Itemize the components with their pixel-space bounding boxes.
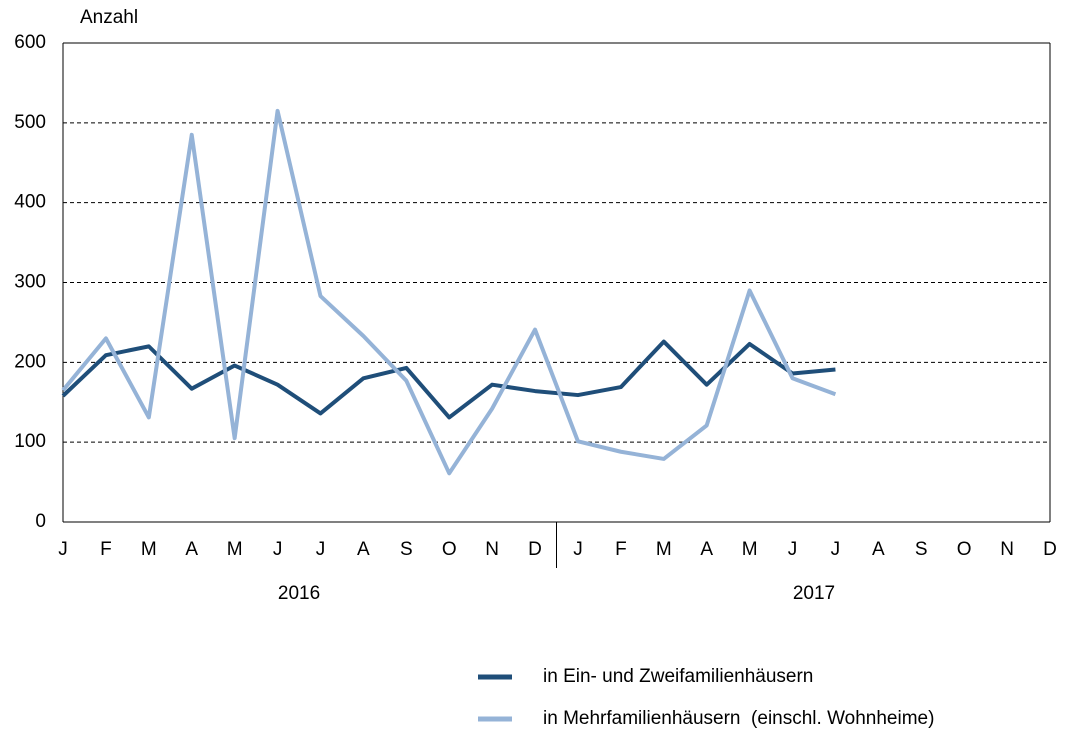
x-tick-label: J	[273, 539, 283, 560]
legend-label: in Mehrfamilienhäusern (einschl. Wohnhei…	[543, 708, 934, 729]
x-tick-label: J	[831, 539, 841, 560]
x-tick-label: M	[742, 539, 758, 560]
x-tick-label: A	[872, 539, 885, 560]
legend-label: in Ein- und Zweifamilienhäusern	[543, 666, 813, 687]
x-tick-label: N	[485, 539, 499, 560]
x-tick-label: N	[1000, 539, 1014, 560]
y-tick-label: 0	[35, 511, 46, 532]
x-tick-label: S	[915, 539, 928, 560]
x-tick-label: J	[573, 539, 583, 560]
x-tick-label: F	[100, 539, 112, 560]
x-tick-label: J	[58, 539, 68, 560]
x-tick-label: O	[442, 539, 457, 560]
y-axis-label: Anzahl	[80, 7, 138, 28]
y-tick-label: 300	[14, 272, 46, 293]
y-tick-label: 500	[14, 112, 46, 133]
x-tick-label: S	[400, 539, 413, 560]
x-tick-label: A	[357, 539, 370, 560]
x-tick-label: M	[656, 539, 672, 560]
group-label: 2017	[793, 583, 835, 604]
x-tick-label: F	[615, 539, 627, 560]
x-tick-label: M	[227, 539, 243, 560]
x-tick-label: M	[141, 539, 157, 560]
y-tick-label: 600	[14, 32, 46, 53]
x-tick-label: J	[316, 539, 326, 560]
x-tick-label: A	[700, 539, 713, 560]
y-tick-label: 200	[14, 351, 46, 372]
x-tick-label: O	[957, 539, 972, 560]
x-tick-label: D	[528, 539, 542, 560]
y-tick-label: 400	[14, 192, 46, 213]
line-series	[61, 339, 836, 420]
x-tick-label: A	[185, 539, 198, 560]
line-series	[61, 108, 837, 476]
group-label: 2016	[278, 583, 320, 604]
y-tick-label: 100	[14, 431, 46, 452]
x-tick-label: D	[1043, 539, 1057, 560]
x-tick-label: J	[788, 539, 798, 560]
